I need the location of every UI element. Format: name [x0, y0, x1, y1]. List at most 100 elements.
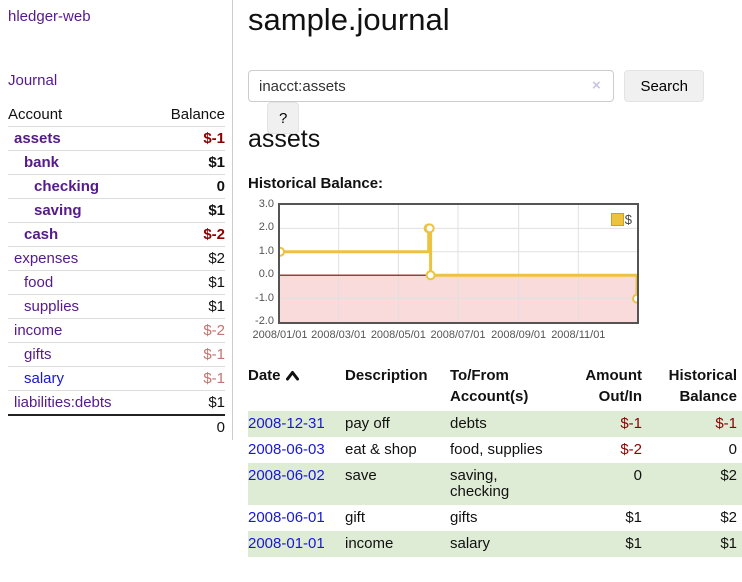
- chart-title: Historical Balance:: [248, 175, 384, 192]
- account-tree-body: assets $-1 bank $1 checking 0 saving $1 cash $-2 e…: [8, 126, 225, 439]
- transaction-accounts: food, supplies: [450, 441, 543, 458]
- account-balance: $1: [150, 150, 225, 175]
- transaction-description: pay off: [345, 415, 390, 432]
- transaction-amount: $-2: [620, 441, 642, 458]
- transaction-amount: 0: [633, 467, 642, 484]
- account-balance: $-1: [150, 366, 225, 391]
- legend-label: $: [624, 212, 632, 227]
- account-link[interactable]: checking: [34, 178, 100, 195]
- account-tree-header: Account Balance: [8, 103, 225, 127]
- clear-search-icon[interactable]: ×: [592, 77, 601, 94]
- transaction-row: 2008-06-03 eat & shop food, supplies $-2 0: [248, 437, 742, 463]
- transaction-accounts: debts: [450, 415, 487, 432]
- transaction-balance: $1: [720, 535, 737, 552]
- account-row: income $-2: [8, 318, 225, 343]
- accounts-total: 0: [150, 414, 225, 439]
- x-axis-tick-label: 2008/05/01: [370, 329, 426, 341]
- account-balance: $1: [150, 294, 225, 319]
- register-table: Date Description To/From Account(s) Amou…: [248, 363, 742, 557]
- account-row: supplies $1: [8, 294, 225, 319]
- x-axis-tick-label: 2008/01/01: [252, 329, 308, 341]
- search-form: × Search ?: [248, 70, 742, 134]
- y-axis-tick-label: -1.0: [255, 291, 274, 304]
- x-axis-tick-label: 2008/11/01: [551, 329, 606, 341]
- transaction-description: save: [345, 467, 377, 484]
- account-link[interactable]: supplies: [24, 298, 80, 315]
- y-axis-tick-label: 0.0: [258, 268, 274, 281]
- transaction-amount: $-1: [620, 415, 642, 432]
- account-row: checking 0: [8, 174, 225, 199]
- historical-balance-chart: $ 3.0 2.0 1.0 0.0 -1.0 -2.0 2008/01/01 2008/03/…: [248, 198, 742, 343]
- account-link[interactable]: bank: [24, 154, 60, 171]
- column-header-date[interactable]: Date: [248, 363, 345, 411]
- column-header-description: Description: [345, 367, 428, 384]
- account-link[interactable]: liabilities:debts: [14, 394, 112, 411]
- account-row: cash $-2: [8, 222, 225, 247]
- transaction-amount: $1: [625, 535, 642, 552]
- x-axis-tick-label: 2008/09/01: [491, 329, 547, 341]
- account-row: salary $-1: [8, 366, 225, 391]
- search-input[interactable]: [248, 70, 614, 102]
- register-header-row: Date Description To/From Account(s) Amou…: [248, 363, 742, 411]
- account-balance: 0: [150, 174, 225, 199]
- transaction-balance: $2: [720, 509, 737, 526]
- transaction-balance: 0: [728, 441, 737, 458]
- transaction-date-link[interactable]: 2008-06-02: [248, 467, 325, 484]
- transaction-row: 2008-01-01 income salary $1 $1: [248, 531, 742, 557]
- legend-swatch: [610, 213, 624, 226]
- account-balance: $-2: [150, 222, 225, 247]
- account-row: assets $-1: [8, 126, 225, 151]
- account-heading: assets: [248, 125, 321, 153]
- account-balance: $2: [150, 246, 225, 271]
- column-header-balance: Historical Balance: [668, 367, 737, 405]
- y-axis-tick-label: -2.0: [255, 315, 274, 327]
- account-row: liabilities:debts $1: [8, 390, 225, 416]
- balance-column-header: Balance: [150, 103, 225, 127]
- account-balance: $-1: [150, 342, 225, 367]
- chart-legend: $: [610, 212, 632, 227]
- transaction-date-link[interactable]: 2008-06-01: [248, 509, 325, 526]
- transaction-date-link[interactable]: 2008-12-31: [248, 415, 325, 432]
- account-row: bank $1: [8, 150, 225, 175]
- account-row: food $1: [8, 270, 225, 295]
- accounts-total-row: 0: [8, 414, 225, 439]
- account-link[interactable]: income: [14, 322, 63, 339]
- search-button[interactable]: Search: [624, 70, 704, 102]
- y-axis-tick-label: 2.0: [258, 221, 274, 234]
- transaction-row: 2008-12-31 pay off debts $-1 $-1: [248, 411, 742, 437]
- sidebar: hledger-web Journal Account Balance asse…: [0, 0, 233, 440]
- y-axis-tick-label: 3.0: [258, 198, 274, 210]
- transaction-balance: $-1: [715, 415, 737, 432]
- transaction-amount: $1: [625, 509, 642, 526]
- column-header-amount: Amount Out/In: [585, 367, 642, 405]
- chart-plot-area: $: [278, 203, 639, 324]
- account-balance: $1: [150, 198, 225, 223]
- sidebar-item-journal[interactable]: Journal: [8, 72, 58, 89]
- account-link[interactable]: assets: [14, 130, 61, 147]
- transaction-date-link[interactable]: 2008-06-03: [248, 441, 325, 458]
- page-title: sample.journal: [248, 2, 450, 37]
- help-button[interactable]: ?: [267, 102, 300, 134]
- account-balance: $-2: [150, 318, 225, 343]
- transaction-accounts: salary: [450, 535, 491, 552]
- account-link[interactable]: saving: [34, 202, 82, 219]
- sort-ascending-icon: [285, 371, 299, 381]
- chart-canvas: [280, 205, 637, 322]
- account-link[interactable]: food: [24, 274, 54, 291]
- account-link[interactable]: salary: [24, 370, 65, 387]
- register-body: 2008-12-31 pay off debts $-1 $-1 2008-06-03 ea…: [248, 411, 742, 557]
- app-title-link[interactable]: hledger-web: [8, 8, 91, 25]
- account-row: saving $1: [8, 198, 225, 223]
- x-axis-tick-label: 2008/03/01: [311, 329, 367, 341]
- transaction-row: 2008-06-01 gift gifts $1 $2: [248, 505, 742, 531]
- account-link[interactable]: cash: [24, 226, 59, 243]
- account-row: gifts $-1: [8, 342, 225, 367]
- x-axis-tick-label: 2008/07/01: [430, 329, 486, 341]
- transaction-date-link[interactable]: 2008-01-01: [248, 535, 325, 552]
- column-header-accounts: To/From Account(s): [450, 367, 529, 405]
- transaction-accounts: gifts: [450, 509, 478, 526]
- account-link[interactable]: gifts: [24, 346, 52, 363]
- transaction-accounts: saving, checking: [450, 467, 510, 500]
- account-link[interactable]: expenses: [14, 250, 79, 267]
- account-balance: $1: [150, 390, 225, 416]
